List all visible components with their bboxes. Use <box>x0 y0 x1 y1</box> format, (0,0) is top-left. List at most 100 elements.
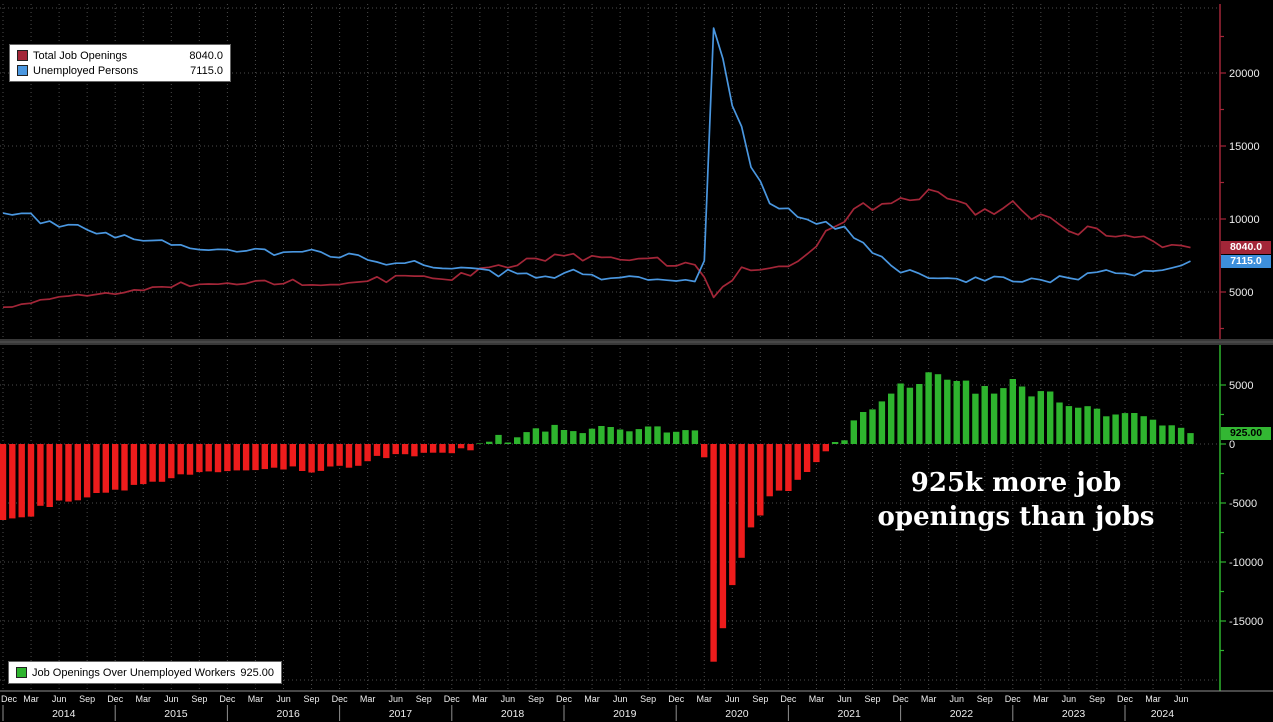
spread-bar <box>719 444 727 629</box>
spread-bar <box>46 444 53 507</box>
spread-bar <box>775 444 783 491</box>
spread-bar <box>747 444 755 528</box>
legend-item-spread[interactable]: Job Openings Over Unemployed Workers 925… <box>16 665 274 680</box>
spread-bar <box>757 444 764 516</box>
spread-bar <box>467 444 474 451</box>
spread-bar <box>373 444 381 456</box>
spread-bar <box>65 444 72 502</box>
x-tick-label: Dec <box>107 694 124 704</box>
legend-label-spread: Job Openings Over Unemployed Workers <box>32 666 236 679</box>
spread-bar <box>214 444 222 473</box>
spread-bar <box>429 444 437 453</box>
spread-bar <box>1168 425 1175 444</box>
x-year-label: 2024 <box>1151 708 1175 720</box>
x-tick-label: Dec <box>1117 694 1134 704</box>
spread-bar <box>93 444 100 493</box>
x-tick-label: Sep <box>416 694 432 704</box>
spread-bar <box>981 386 988 444</box>
spread-bar <box>196 444 203 473</box>
spread-bar <box>542 431 549 444</box>
spread-bar <box>252 444 259 471</box>
spread-bar <box>9 444 16 519</box>
annotation-line-1: 925k more job <box>910 468 1122 498</box>
legend-item-unemployed-persons[interactable]: Unemployed Persons 7115.0 <box>17 63 223 78</box>
spread-bar <box>186 444 194 475</box>
spread-bar <box>878 401 886 444</box>
spread-bar <box>1084 406 1091 444</box>
spread-bar <box>1131 413 1138 444</box>
x-tick-label: Dec <box>893 694 910 704</box>
spread-bar <box>701 444 708 458</box>
x-year-label: 2018 <box>501 708 525 720</box>
spread-bar <box>626 431 633 444</box>
legend-bottom: Job Openings Over Unemployed Workers 925… <box>8 661 283 684</box>
spread-bar <box>635 429 642 444</box>
spread-bar <box>1047 391 1054 444</box>
spread-bar <box>766 444 773 497</box>
spread-bar <box>364 444 371 462</box>
spread-bar <box>953 381 960 444</box>
spread-bar <box>990 393 998 444</box>
x-tick-label: Sep <box>528 694 544 704</box>
spread-bar <box>1140 416 1147 444</box>
spread-bar <box>280 444 287 470</box>
annotation-line-2: openings than jobs <box>877 502 1155 532</box>
x-tick-label: Jun <box>276 694 291 704</box>
spread-bar <box>83 444 91 498</box>
spread-bar <box>1149 419 1157 444</box>
spread-bar <box>383 444 390 459</box>
spread-bar <box>495 434 502 444</box>
spread-bar <box>392 444 399 455</box>
x-tick-label: Dec <box>780 694 797 704</box>
spread-bar <box>860 412 867 444</box>
x-tick-label: Mar <box>809 694 825 704</box>
spread-bar <box>1037 391 1044 444</box>
x-tick-label: Sep <box>191 694 207 704</box>
spread-bar <box>822 444 829 452</box>
spread-bar <box>1103 416 1110 444</box>
spread-bar <box>401 444 409 455</box>
x-tick-label: Dec <box>1 694 18 704</box>
x-year-label: 2022 <box>950 708 974 720</box>
spread-bar <box>317 444 325 471</box>
spread-bar <box>916 384 923 444</box>
spread-bar <box>140 444 147 485</box>
x-year-label: 2021 <box>837 708 861 720</box>
x-tick-label: Mar <box>584 694 600 704</box>
right-axis-label-top: 15000 <box>1229 141 1260 153</box>
spread-bar <box>616 429 624 444</box>
spread-bar <box>242 444 250 471</box>
x-tick-label: Dec <box>332 694 349 704</box>
spread-bar <box>794 444 801 480</box>
spread-bar <box>598 426 605 444</box>
right-axis-label-bottom: 0 <box>1229 439 1235 451</box>
spread-bar <box>925 372 932 444</box>
spread-bar <box>168 444 175 479</box>
right-axis-label-top: 10000 <box>1229 214 1260 226</box>
x-tick-label: Mar <box>136 694 152 704</box>
legend-value-openings: 8040.0 <box>189 49 223 62</box>
right-axis-label-bottom: -10000 <box>1229 557 1263 569</box>
legend-label-openings: Total Job Openings <box>33 49 128 62</box>
series-swatch-openings <box>17 50 28 61</box>
spread-bar <box>27 444 35 517</box>
spread-bar <box>102 444 109 493</box>
spread-bar <box>261 444 268 470</box>
right-axis-label-top: 5000 <box>1229 287 1253 299</box>
x-tick-label: Mar <box>1145 694 1161 704</box>
spread-bar <box>682 430 689 444</box>
total-job-openings-line <box>2 188 1191 309</box>
x-tick-label: Sep <box>79 694 95 704</box>
spread-bar <box>205 444 212 472</box>
spread-bar <box>560 430 568 444</box>
x-year-label: 2017 <box>389 708 413 720</box>
legend-item-total-job-openings[interactable]: Total Job Openings 8040.0 <box>17 48 223 63</box>
spread-bar <box>1159 425 1166 444</box>
spread-bar <box>18 444 25 518</box>
spread-bar <box>55 444 63 501</box>
spread-bar <box>112 444 119 490</box>
last-value-badge-unemployed: 7115.0 <box>1221 255 1271 268</box>
x-year-label: 2015 <box>164 708 188 720</box>
spread-bar <box>607 427 614 444</box>
spread-bar <box>962 380 970 444</box>
